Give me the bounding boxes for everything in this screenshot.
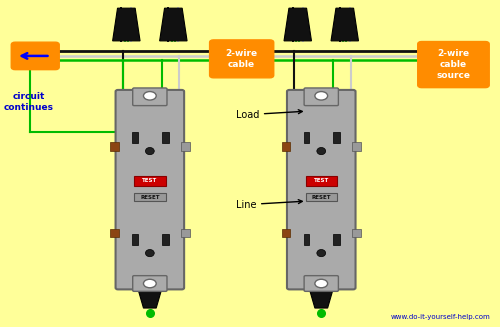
- Bar: [132, 234, 138, 245]
- Polygon shape: [284, 8, 312, 41]
- FancyBboxPatch shape: [210, 40, 274, 78]
- Polygon shape: [310, 289, 333, 308]
- Bar: [306, 193, 337, 201]
- Ellipse shape: [146, 250, 154, 257]
- Bar: [134, 193, 166, 201]
- Bar: [306, 176, 337, 186]
- Polygon shape: [331, 8, 358, 41]
- Bar: [162, 234, 169, 245]
- Ellipse shape: [144, 279, 156, 288]
- Text: Load: Load: [236, 110, 302, 120]
- Polygon shape: [138, 289, 162, 308]
- Bar: [162, 132, 169, 143]
- Text: 2-wire
cable: 2-wire cable: [226, 49, 258, 69]
- Bar: [132, 132, 138, 143]
- Bar: [180, 229, 190, 237]
- Text: circuit
continues: circuit continues: [4, 92, 54, 112]
- Bar: [282, 229, 290, 237]
- FancyBboxPatch shape: [132, 88, 167, 106]
- FancyBboxPatch shape: [287, 90, 356, 289]
- Bar: [110, 229, 119, 237]
- Bar: [282, 142, 290, 151]
- Bar: [304, 234, 310, 245]
- Text: 2-wire
cable
source: 2-wire cable source: [436, 49, 470, 80]
- Text: RESET: RESET: [140, 195, 160, 200]
- Ellipse shape: [146, 147, 154, 155]
- Bar: [180, 142, 190, 151]
- Bar: [304, 132, 310, 143]
- Text: TEST: TEST: [142, 178, 158, 183]
- Bar: [352, 229, 361, 237]
- Text: RESET: RESET: [312, 195, 331, 200]
- Bar: [134, 176, 166, 186]
- Bar: [333, 234, 340, 245]
- Text: Line: Line: [236, 200, 302, 210]
- Ellipse shape: [317, 147, 326, 155]
- FancyBboxPatch shape: [116, 90, 184, 289]
- FancyBboxPatch shape: [304, 88, 338, 106]
- Bar: [352, 142, 361, 151]
- Ellipse shape: [315, 279, 328, 288]
- Bar: [110, 142, 119, 151]
- Text: www.do-it-yourself-help.com: www.do-it-yourself-help.com: [390, 314, 490, 320]
- Polygon shape: [160, 8, 187, 41]
- Ellipse shape: [315, 92, 328, 100]
- Ellipse shape: [144, 92, 156, 100]
- FancyBboxPatch shape: [304, 276, 338, 291]
- FancyBboxPatch shape: [132, 276, 167, 291]
- Bar: [333, 132, 340, 143]
- FancyBboxPatch shape: [418, 42, 489, 88]
- FancyBboxPatch shape: [12, 42, 59, 70]
- Polygon shape: [112, 8, 140, 41]
- Ellipse shape: [317, 250, 326, 257]
- Text: TEST: TEST: [314, 178, 329, 183]
